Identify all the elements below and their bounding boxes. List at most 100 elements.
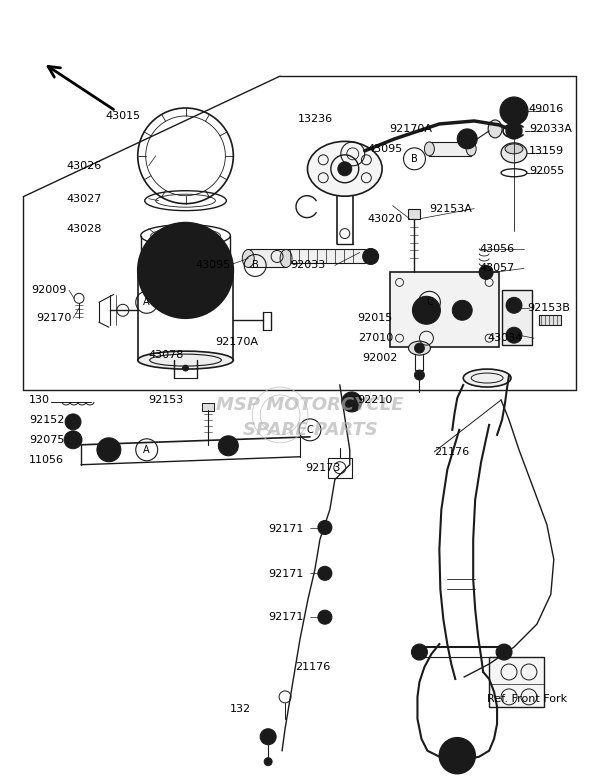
Circle shape bbox=[457, 129, 477, 149]
Bar bbox=[430, 142, 471, 156]
Circle shape bbox=[182, 365, 188, 371]
Bar bbox=[539, 315, 561, 325]
Text: 92075: 92075 bbox=[29, 435, 65, 445]
Circle shape bbox=[452, 300, 472, 321]
Circle shape bbox=[260, 729, 276, 745]
Circle shape bbox=[342, 392, 362, 412]
Text: B: B bbox=[252, 261, 259, 271]
Text: 21176: 21176 bbox=[295, 662, 330, 672]
Bar bbox=[502, 290, 532, 345]
Ellipse shape bbox=[242, 250, 254, 268]
Bar bbox=[202, 403, 214, 411]
Ellipse shape bbox=[424, 142, 434, 156]
Circle shape bbox=[338, 162, 352, 176]
Text: Ref. Front Fork: Ref. Front Fork bbox=[487, 694, 567, 704]
Text: 92033A: 92033A bbox=[529, 124, 572, 134]
Text: 92170A: 92170A bbox=[389, 124, 433, 134]
Text: 132: 132 bbox=[230, 704, 251, 714]
Circle shape bbox=[97, 438, 121, 461]
Circle shape bbox=[138, 223, 233, 318]
Text: A: A bbox=[143, 445, 150, 455]
Circle shape bbox=[64, 431, 82, 449]
Circle shape bbox=[508, 105, 520, 117]
Text: 43020: 43020 bbox=[368, 214, 403, 223]
Text: C: C bbox=[426, 297, 433, 307]
Text: 21176: 21176 bbox=[434, 447, 470, 457]
Text: 43015: 43015 bbox=[106, 111, 141, 121]
Ellipse shape bbox=[409, 342, 430, 355]
Bar bbox=[285, 250, 365, 264]
Text: 43056: 43056 bbox=[479, 244, 514, 254]
Ellipse shape bbox=[505, 144, 523, 154]
Bar bbox=[328, 457, 352, 478]
Ellipse shape bbox=[488, 120, 502, 138]
Circle shape bbox=[412, 644, 427, 660]
Ellipse shape bbox=[280, 250, 292, 268]
Text: 92153B: 92153B bbox=[527, 303, 570, 314]
Text: 92009: 92009 bbox=[31, 286, 67, 296]
Text: 92055: 92055 bbox=[529, 166, 564, 176]
Text: 13236: 13236 bbox=[298, 114, 333, 124]
Text: 43034: 43034 bbox=[487, 333, 523, 343]
Text: SPARE PARTS: SPARE PARTS bbox=[242, 421, 377, 439]
Text: 92170: 92170 bbox=[36, 314, 71, 323]
Circle shape bbox=[178, 262, 193, 279]
Circle shape bbox=[415, 343, 424, 353]
Circle shape bbox=[500, 97, 528, 125]
Bar bbox=[248, 250, 286, 268]
Text: MSP MOTORCYCLE: MSP MOTORCYCLE bbox=[216, 396, 404, 414]
Circle shape bbox=[347, 397, 357, 407]
Text: 92002: 92002 bbox=[363, 353, 398, 363]
Text: 11056: 11056 bbox=[29, 455, 64, 464]
Text: 49016: 49016 bbox=[529, 104, 564, 114]
Circle shape bbox=[264, 758, 272, 766]
Ellipse shape bbox=[138, 351, 233, 369]
Bar bbox=[389, 272, 499, 347]
Circle shape bbox=[218, 436, 238, 456]
Circle shape bbox=[506, 297, 522, 314]
Circle shape bbox=[363, 248, 379, 265]
Text: 92153A: 92153A bbox=[430, 204, 472, 214]
Ellipse shape bbox=[463, 369, 511, 387]
Text: B: B bbox=[411, 154, 418, 164]
Bar bbox=[489, 657, 544, 707]
Circle shape bbox=[318, 566, 332, 580]
Text: 43095: 43095 bbox=[368, 144, 403, 154]
Text: 43026: 43026 bbox=[66, 161, 101, 171]
Circle shape bbox=[65, 414, 81, 430]
Circle shape bbox=[496, 644, 512, 660]
Circle shape bbox=[506, 328, 522, 343]
Text: 92171: 92171 bbox=[268, 524, 304, 534]
Text: 92152: 92152 bbox=[29, 415, 65, 425]
Bar bbox=[409, 209, 421, 219]
Text: 92171: 92171 bbox=[268, 569, 304, 580]
Text: 92015: 92015 bbox=[358, 314, 393, 323]
Circle shape bbox=[448, 746, 467, 766]
Circle shape bbox=[415, 370, 424, 380]
Text: C: C bbox=[307, 425, 313, 435]
Text: A: A bbox=[143, 297, 150, 307]
Ellipse shape bbox=[501, 143, 527, 163]
Circle shape bbox=[439, 738, 475, 773]
Circle shape bbox=[412, 296, 440, 324]
Text: 92173: 92173 bbox=[305, 463, 340, 473]
Circle shape bbox=[479, 265, 493, 279]
Text: 43095: 43095 bbox=[196, 261, 231, 271]
Text: 92171: 92171 bbox=[268, 612, 304, 622]
Text: 92153: 92153 bbox=[149, 395, 184, 405]
Text: 27010: 27010 bbox=[358, 333, 393, 343]
Text: 92170A: 92170A bbox=[215, 337, 259, 347]
Text: 130: 130 bbox=[29, 395, 50, 405]
Ellipse shape bbox=[307, 142, 382, 196]
Circle shape bbox=[421, 304, 433, 317]
Circle shape bbox=[149, 234, 221, 307]
Text: 43057: 43057 bbox=[479, 264, 514, 273]
Ellipse shape bbox=[466, 142, 476, 156]
Circle shape bbox=[318, 520, 332, 534]
Circle shape bbox=[506, 123, 522, 139]
Text: 43028: 43028 bbox=[66, 223, 101, 233]
Text: 92033: 92033 bbox=[290, 261, 325, 271]
Text: 13159: 13159 bbox=[529, 145, 564, 156]
Text: 43078: 43078 bbox=[149, 350, 184, 360]
Circle shape bbox=[453, 752, 461, 759]
